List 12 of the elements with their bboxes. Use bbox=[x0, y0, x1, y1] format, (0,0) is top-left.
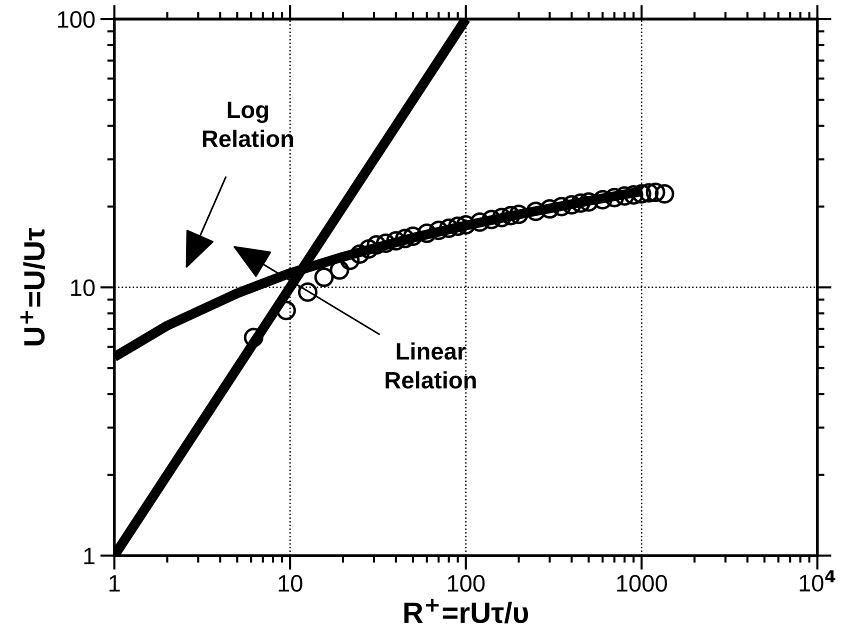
x-tick-label: 10 bbox=[278, 575, 302, 592]
y-tick-label: 10 bbox=[71, 279, 95, 296]
annotation: Linear Relation bbox=[386, 342, 476, 389]
x-tick-label: 100 bbox=[448, 575, 485, 592]
annotation: Log Relation bbox=[202, 102, 294, 148]
x-tick-label: 10$^{4}$ bbox=[800, 570, 836, 592]
y-axis-title: U$^{+}$=U/Uτ bbox=[20, 228, 45, 346]
x-axis-title: R$^{+}$=rUτ/υ bbox=[404, 598, 528, 624]
y-tick-label: 1 bbox=[84, 548, 94, 564]
y-tick-label: 100 bbox=[58, 11, 95, 28]
x-tick-label: 1000 bbox=[617, 575, 667, 592]
x-tick-label: 1 bbox=[110, 575, 120, 592]
